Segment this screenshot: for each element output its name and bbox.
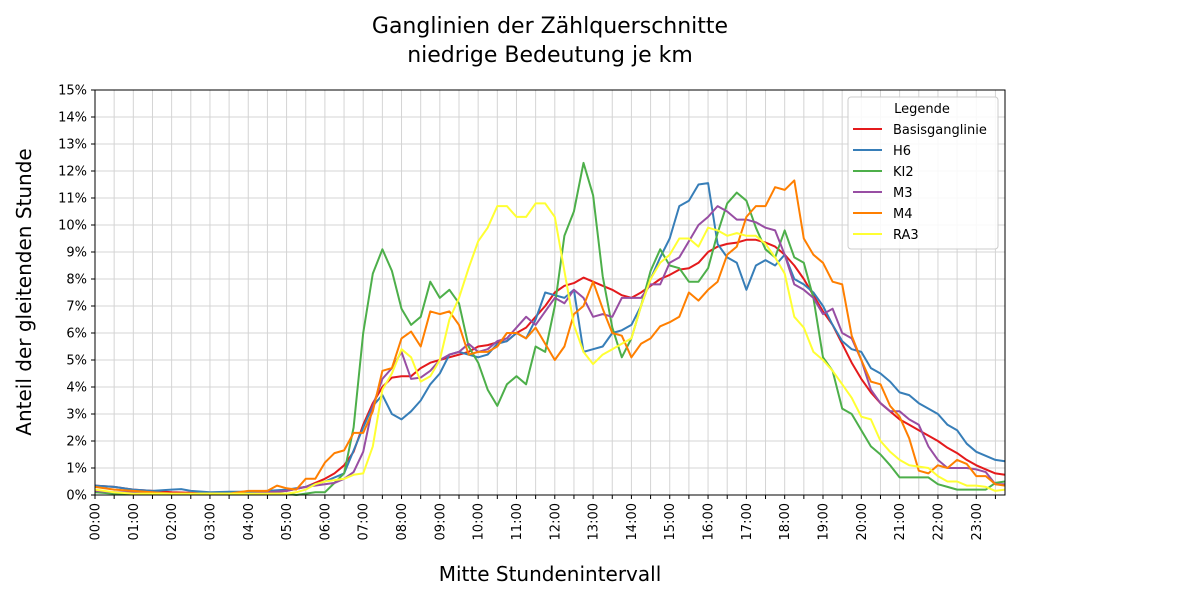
x-tick-label: 04:00 (242, 503, 257, 540)
legend-box (847, 96, 999, 250)
x-tick-label: 17:00 (740, 503, 755, 540)
x-axis: 00:00 01:00 02:00 03:00 04:00 05:00 06:00 07:00… (89, 495, 996, 540)
series-line-basisganglinie (94, 238, 1006, 495)
x-tick-label: 18:00 (778, 503, 793, 540)
y-tick-label: 10% (58, 219, 87, 234)
x-tick-label: 10:00 (472, 503, 487, 540)
y-tick-label: 5% (66, 354, 87, 369)
x-tick-label: 06:00 (318, 503, 333, 540)
x-tick-label: 16:00 (702, 503, 717, 540)
x-tick-label: 19:00 (817, 503, 832, 540)
legend-label-ki2: KI2 (893, 165, 914, 180)
x-tick-label: 20:00 (855, 503, 870, 540)
x-tick-label: 05:00 (280, 503, 295, 540)
y-tick-label: 15% (58, 84, 87, 99)
x-tick-label: 00:00 (89, 503, 104, 540)
x-tick-label: 11:00 (510, 503, 525, 540)
y-tick-label: 2% (66, 435, 87, 450)
chart-title-line-1: Ganglinien der Zählquerschnitte (372, 14, 728, 39)
legend-label-h6: H6 (893, 144, 911, 159)
legend-label-ra3: RA3 (893, 228, 919, 243)
series-line-ki2 (94, 161, 1006, 496)
series-line-h6 (94, 182, 1006, 494)
legend: Legende Basisganglinie H6 KI2 M3 M4 RA3 (847, 96, 999, 250)
y-tick-label: 13% (58, 138, 87, 153)
y-tick-label: 14% (58, 111, 87, 126)
y-tick-label: 6% (66, 327, 87, 342)
chart-title-line-2: niedrige Bedeutung je km (407, 43, 693, 68)
x-tick-label: 23:00 (970, 503, 985, 540)
x-tick-label: 03:00 (203, 503, 218, 540)
x-tick-label: 14:00 (625, 503, 640, 540)
y-tick-label: 12% (58, 165, 87, 180)
series-line-ra3 (94, 202, 1006, 495)
series-line-m4 (94, 179, 1006, 495)
y-tick-label: 8% (66, 273, 87, 288)
y-tick-label: 0% (66, 489, 87, 504)
x-tick-label: 01:00 (127, 503, 142, 540)
x-tick-label: 02:00 (165, 503, 180, 540)
x-tick-label: 22:00 (931, 503, 946, 540)
y-tick-label: 9% (66, 246, 87, 261)
x-tick-label: 07:00 (357, 503, 372, 540)
x-tick-label: 21:00 (893, 503, 908, 540)
series-lines (94, 161, 1006, 496)
y-tick-label: 11% (58, 192, 87, 207)
x-tick-label: 15:00 (663, 503, 678, 540)
y-axis-label: Anteil der gleitenden Stunde (12, 148, 36, 435)
y-tick-label: 1% (66, 462, 87, 477)
x-tick-label: 09:00 (433, 503, 448, 540)
legend-label-basisganglinie: Basisganglinie (893, 123, 987, 138)
x-tick-label: 08:00 (395, 503, 410, 540)
x-tick-label: 12:00 (548, 503, 563, 540)
x-axis-label: Mitte Stundenintervall (439, 562, 662, 586)
legend-label-m4: M4 (893, 207, 913, 222)
y-tick-label: 3% (66, 408, 87, 423)
y-axis: 0% 1% 2% 3% 4% 5% 6% 7% 8% 9% 10% 11% 12% 13% 14% 15% (58, 84, 95, 504)
plot-frame (94, 89, 1006, 496)
legend-label-m3: M3 (893, 186, 913, 201)
y-tick-label: 7% (66, 300, 87, 315)
x-tick-label: 13:00 (587, 503, 602, 540)
y-tick-label: 4% (66, 381, 87, 396)
legend-title: Legende (894, 102, 950, 117)
